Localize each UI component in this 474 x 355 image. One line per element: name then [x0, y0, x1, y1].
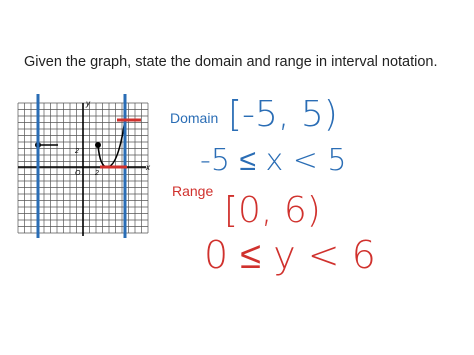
x-axis-label: x — [145, 163, 151, 172]
range-label: Range — [172, 183, 213, 199]
domain-label: Domain — [170, 110, 218, 126]
graph: y x 2 2 O — [17, 94, 151, 238]
domain-interval: [-5, 5) — [228, 94, 338, 135]
range-inequality: 0 ≤ y < 6 — [204, 233, 376, 277]
prompt: Given the graph, state the domain and ra… — [24, 54, 438, 70]
y-tick-label: 2 — [74, 148, 79, 155]
origin-label: O — [75, 170, 81, 177]
range-interval: [0, 6) — [224, 190, 321, 231]
x-tick-label: 2 — [94, 170, 99, 177]
y-axis-label: y — [85, 99, 91, 108]
domain-inequality: -5 ≤ x < 5 — [200, 143, 347, 178]
point — [95, 142, 101, 148]
